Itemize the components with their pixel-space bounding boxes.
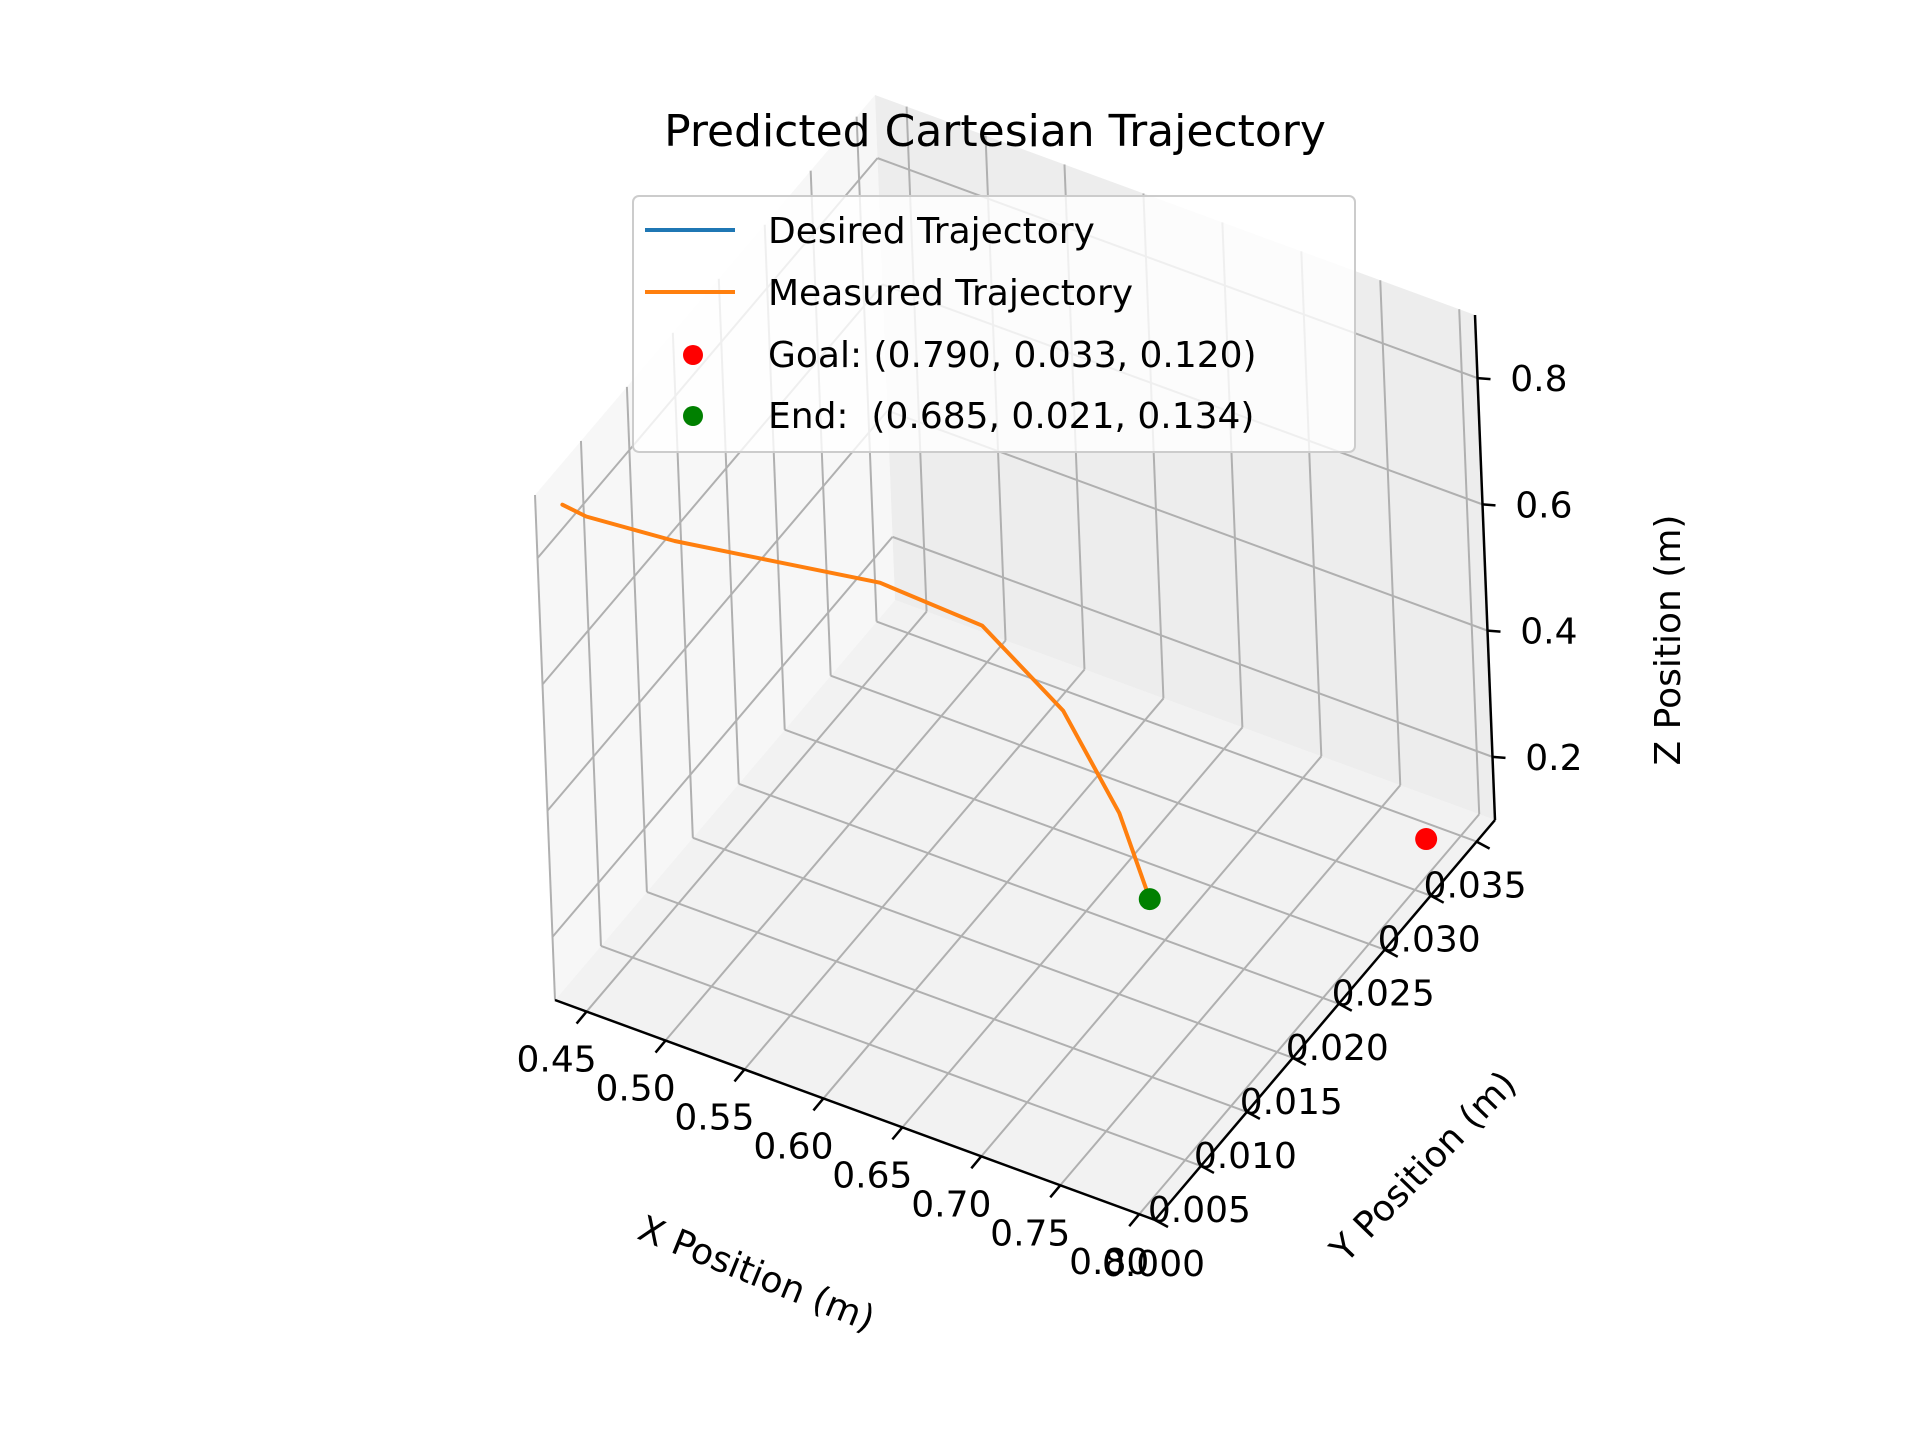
y-tick-label: 0.020 — [1286, 1028, 1389, 1069]
x-tick-mark — [970, 1155, 983, 1170]
grid-line-z-wall — [551, 536, 894, 938]
y-tick-mark — [1154, 1218, 1169, 1229]
y-tick-mark — [1200, 1164, 1215, 1175]
x-tick-mark — [891, 1126, 904, 1141]
y-axis-label: Y Position (m) — [1322, 1063, 1525, 1271]
x-axis-label: X Position (m) — [632, 1208, 880, 1340]
y-tick-mark — [1292, 1056, 1307, 1066]
y-tick-label: 0.000 — [1102, 1244, 1205, 1285]
grid-lines — [534, 106, 1493, 1221]
floor-pane — [555, 600, 1495, 1220]
y-tick-mark — [1430, 894, 1445, 904]
grid-line-x-floor — [585, 610, 928, 1013]
grid-line-x-floor — [664, 639, 1007, 1042]
y-tick-label: 0.015 — [1240, 1082, 1343, 1123]
x-tick-mark — [1049, 1184, 1062, 1199]
grid-line-x-floor — [822, 697, 1165, 1100]
grid-line-y-floor — [600, 945, 1202, 1167]
legend-label-measured: Measured Trajectory — [768, 273, 1133, 314]
z-tick-label: 0.2 — [1525, 738, 1582, 779]
x-axis-line — [554, 998, 1156, 1222]
x-tick-label: 0.50 — [595, 1069, 675, 1110]
y-tick-label: 0.010 — [1194, 1136, 1297, 1177]
tick-labels: 0.450.500.550.600.650.700.750.800.000 0.0… — [517, 359, 1583, 1285]
grid-line-x-floor — [1138, 813, 1480, 1215]
z-tick-mark — [1477, 376, 1491, 381]
x-tick-label: 0.70 — [911, 1184, 991, 1225]
x-tick-label: 0.45 — [517, 1040, 597, 1081]
legend-frame — [632, 195, 1356, 453]
marker-points — [1138, 828, 1438, 911]
x-tick-label: 0.75 — [990, 1213, 1070, 1254]
measured-trajectory-line — [560, 502, 1152, 902]
grid-line-x-back — [1379, 280, 1402, 786]
x-tick-label: 0.80 — [1069, 1242, 1149, 1283]
z-axis-label: Z Position (m) — [1648, 515, 1689, 766]
grid-line-z-wall — [546, 409, 889, 812]
x-tick-label: 0.55 — [674, 1097, 754, 1138]
grid-line-z-back — [892, 535, 1493, 758]
grid-line-y-floor — [692, 836, 1294, 1059]
grid-line-y-wall — [579, 440, 602, 946]
z-tick-label: 0.8 — [1510, 359, 1567, 400]
grid-line-x-floor — [980, 755, 1323, 1157]
legend: Desired Trajectory Measured Trajectory G… — [632, 195, 1356, 453]
y-tick-label: 0.025 — [1332, 974, 1435, 1015]
end-point — [1138, 888, 1161, 911]
grid-line-y-floor — [876, 620, 1477, 843]
grid-line-x-back — [1458, 309, 1481, 815]
grid-line-y-wall — [534, 494, 556, 1001]
y-tick-label: 0.005 — [1148, 1190, 1251, 1231]
y-tick-label: 0.030 — [1378, 920, 1481, 961]
grid-line-y-floor — [830, 674, 1432, 897]
y-tick-mark — [1246, 1110, 1261, 1120]
legend-label-end: End: (0.685, 0.021, 0.134) — [768, 396, 1254, 437]
x-tick-mark — [654, 1039, 667, 1054]
x-tick-label: 0.60 — [753, 1126, 833, 1167]
y-tick-label: 0.035 — [1424, 866, 1527, 907]
grid-line-x-floor — [1059, 784, 1402, 1186]
z-tick-mark — [1487, 629, 1501, 633]
chart-title: Predicted Cartesian Trajectory — [664, 106, 1326, 157]
z-tick-label: 0.6 — [1515, 485, 1572, 526]
y-axis-line — [1154, 819, 1496, 1221]
legend-marker-end — [683, 406, 703, 426]
x-tick-mark — [1128, 1213, 1141, 1228]
y-tick-mark — [1476, 840, 1491, 850]
x-tick-mark — [575, 1010, 588, 1025]
z-tick-mark — [1492, 755, 1506, 760]
grid-line-y-wall — [625, 386, 648, 892]
z-tick-label: 0.4 — [1520, 612, 1577, 653]
x-tick-label: 0.65 — [832, 1155, 912, 1196]
axis-lines — [554, 314, 1506, 1229]
grid-line-y-floor — [784, 728, 1386, 951]
legend-label-goal: Goal: (0.790, 0.033, 0.120) — [768, 335, 1257, 376]
y-tick-mark — [1338, 1002, 1353, 1012]
x-tick-mark — [812, 1097, 825, 1112]
grid-line-x-floor — [901, 726, 1244, 1129]
legend-marker-goal — [683, 345, 703, 365]
legend-label-desired: Desired Trajectory — [768, 211, 1095, 252]
y-tick-mark — [1384, 948, 1399, 958]
grid-line-y-floor — [738, 782, 1340, 1005]
z-tick-mark — [1482, 503, 1496, 507]
x-tick-mark — [733, 1068, 746, 1083]
series-lines — [560, 502, 1152, 902]
grid-line-x-floor — [743, 668, 1086, 1071]
grid-line-y-floor — [646, 890, 1248, 1113]
z-axis-line — [1473, 314, 1497, 821]
goal-point — [1415, 828, 1438, 851]
